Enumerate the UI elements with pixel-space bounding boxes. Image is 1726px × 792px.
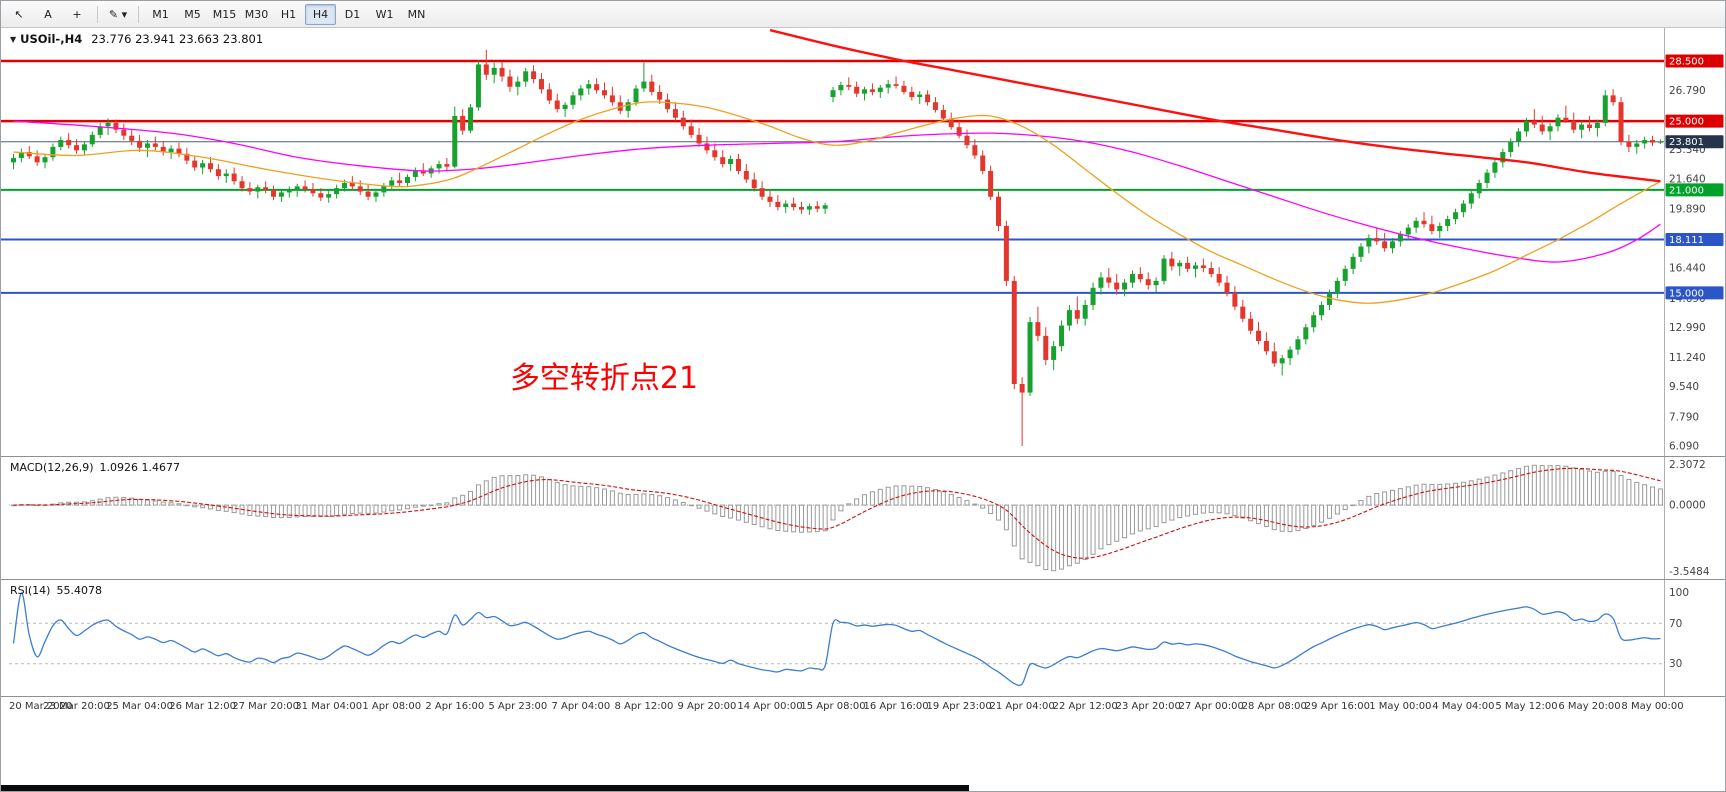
time-axis-label: 29 Apr 16:00 bbox=[1305, 701, 1370, 712]
timeframe-button-MN[interactable]: MN bbox=[407, 7, 426, 21]
price-tick-label: 12.990 bbox=[1669, 322, 1706, 334]
time-axis-label: 9 Apr 20:00 bbox=[678, 701, 737, 712]
price-badge-text: 25.000 bbox=[1669, 117, 1704, 128]
price-badge-15.000 bbox=[1665, 286, 1724, 300]
time-axis-label: 8 Apr 12:00 bbox=[614, 701, 673, 712]
timeframe-button-M30[interactable]: M30 bbox=[244, 7, 269, 21]
price-tick-label: 11.240 bbox=[1669, 352, 1706, 364]
price-badge-text: 18.111 bbox=[1669, 235, 1704, 246]
macd-values: 1.0926 1.4677 bbox=[99, 461, 181, 474]
chart-annotation-text[interactable]: 多空转折点21 bbox=[509, 361, 699, 397]
toolbar-separator bbox=[97, 5, 98, 23]
rsi-scale-label: 30 bbox=[1669, 658, 1682, 670]
rsi-name: RSI(14) bbox=[10, 584, 51, 597]
drawing-tools-button[interactable]: ✎ ▾ bbox=[108, 7, 128, 21]
ma-red-line bbox=[769, 28, 1661, 183]
time-axis-label: 4 May 04:00 bbox=[1432, 701, 1494, 712]
macd-name: MACD(12,26,9) bbox=[10, 461, 94, 474]
time-axis-label: 28 Apr 08:00 bbox=[1242, 701, 1307, 712]
price-tick-label: 6.090 bbox=[1669, 441, 1699, 453]
horizontal-level-lines[interactable] bbox=[1, 59, 1664, 294]
toolbar-separator bbox=[138, 5, 139, 23]
cursor-tool-button[interactable]: ↖ bbox=[14, 7, 24, 21]
ma-orange-line bbox=[13, 101, 1661, 304]
macd-label: MACD(12,26,9) 1.0926 1.4677 bbox=[10, 461, 180, 474]
timeframe-button-M1[interactable]: M1 bbox=[152, 7, 169, 21]
time-axis-label: 8 May 00:00 bbox=[1621, 701, 1683, 712]
price-badge-23.801 bbox=[1665, 135, 1724, 149]
time-axis-label: 2 Apr 16:00 bbox=[425, 701, 484, 712]
crosshair-tool-button[interactable]: + bbox=[72, 7, 82, 21]
ohlc-readout: 23.776 23.941 23.663 23.801 bbox=[91, 32, 264, 46]
price-tick-label: 26.790 bbox=[1669, 85, 1706, 97]
time-axis-label: 5 May 12:00 bbox=[1495, 701, 1557, 712]
rsi-line bbox=[12, 592, 1661, 687]
price-tick-label: 19.890 bbox=[1669, 203, 1706, 215]
price-badge-28.500 bbox=[1665, 54, 1724, 68]
rsi-scale-label: 70 bbox=[1669, 618, 1682, 630]
toolbar: ↖ A + ✎ ▾ M1 M5 M15 M30 H1 H4 D1 W1 MN bbox=[1, 1, 1725, 28]
time-axis-label: 15 Apr 08:00 bbox=[800, 701, 865, 712]
macd-histogram bbox=[11, 464, 1663, 572]
time-axis-label: 26 Mar 12:00 bbox=[169, 701, 236, 712]
macd-panel: 2.3072 0.0000 -3.5484 bbox=[9, 459, 1710, 578]
time-axis-label: 31 Mar 04:00 bbox=[295, 701, 362, 712]
ma-magenta-line bbox=[13, 120, 1661, 263]
timeframe-button-H4[interactable]: H4 bbox=[305, 3, 336, 25]
taskbar-strip bbox=[1, 785, 969, 791]
price-badge-text: 15.000 bbox=[1669, 288, 1704, 299]
time-axis-label: 23 Mar 20:00 bbox=[43, 701, 110, 712]
time-axis-label: 1 Apr 08:00 bbox=[362, 701, 421, 712]
price-badge-21.000 bbox=[1665, 183, 1724, 197]
time-axis-label: 25 Mar 04:00 bbox=[106, 701, 173, 712]
time-axis-label: 20 Mar 2020 bbox=[9, 701, 72, 712]
time-axis-label: 27 Mar 20:00 bbox=[232, 701, 299, 712]
time-axis-label: 27 Apr 00:00 bbox=[1179, 701, 1244, 712]
price-badge-18.111 bbox=[1665, 232, 1724, 246]
timeframe-button-H1[interactable]: H1 bbox=[280, 7, 297, 21]
price-tick-label: 7.790 bbox=[1669, 411, 1699, 423]
text-tool-button[interactable]: A bbox=[44, 7, 52, 21]
time-axis-label: 16 Apr 16:00 bbox=[863, 701, 928, 712]
rsi-label: RSI(14) 55.4078 bbox=[10, 584, 102, 597]
time-axis-label: 19 Apr 23:00 bbox=[926, 701, 991, 712]
price-badge-text: 21.000 bbox=[1669, 185, 1704, 196]
macd-signal-line bbox=[13, 467, 1661, 559]
price-tick-label: 21.640 bbox=[1669, 173, 1706, 185]
time-axis-label: 22 Apr 12:00 bbox=[1053, 701, 1118, 712]
timeframe-button-M5[interactable]: M5 bbox=[184, 7, 201, 21]
price-tick-label: 16.440 bbox=[1669, 263, 1706, 275]
macd-scale-label: 2.3072 bbox=[1669, 459, 1706, 471]
price-badge-text: 28.500 bbox=[1669, 57, 1704, 68]
rsi-value: 55.4078 bbox=[56, 584, 102, 597]
time-axis-label: 7 Apr 04:00 bbox=[551, 701, 610, 712]
macd-scale-label: 0.0000 bbox=[1669, 500, 1706, 512]
rsi-scale-label: 100 bbox=[1669, 587, 1689, 599]
price-badge-text: 23.801 bbox=[1669, 137, 1704, 148]
timeframe-button-M15[interactable]: M15 bbox=[212, 7, 237, 21]
time-axis-label: 21 Apr 04:00 bbox=[990, 701, 1055, 712]
rsi-panel: 100 70 30 bbox=[9, 587, 1689, 687]
price-badge-25.000 bbox=[1665, 114, 1724, 128]
price-tick-label: 9.540 bbox=[1669, 381, 1699, 393]
price-axis[interactable]: 26.79023.34021.64019.89016.44014.69012.9… bbox=[1664, 27, 1724, 697]
time-axis-label: 1 May 00:00 bbox=[1369, 701, 1431, 712]
symbol-menu-icon[interactable]: ▼ bbox=[10, 35, 17, 44]
time-axis-label: 5 Apr 23:00 bbox=[488, 701, 547, 712]
timeframe-button-W1[interactable]: W1 bbox=[375, 7, 394, 21]
macd-scale-label: -3.5484 bbox=[1669, 566, 1710, 578]
chart-header: ▼ USOil-,H4 23.776 23.941 23.663 23.801 bbox=[10, 32, 263, 46]
time-axis-label: 6 May 20:00 bbox=[1558, 701, 1620, 712]
candlestick-series bbox=[11, 49, 1663, 447]
timeframe-button-D1[interactable]: D1 bbox=[344, 7, 361, 21]
time-axis-label: 23 Apr 20:00 bbox=[1116, 701, 1181, 712]
time-axis-label: 14 Apr 00:00 bbox=[737, 701, 802, 712]
symbol-timeframe-label: USOil-,H4 bbox=[20, 32, 83, 46]
